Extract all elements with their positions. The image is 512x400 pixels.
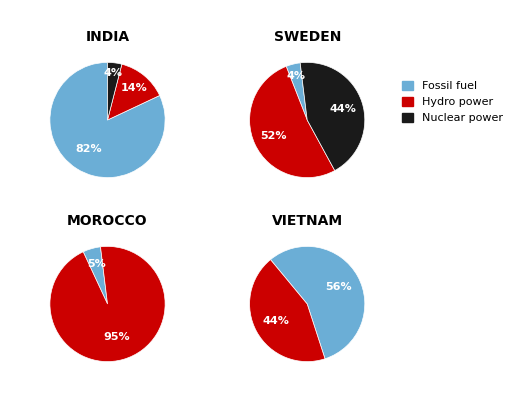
Text: 44%: 44% xyxy=(329,104,356,114)
Title: INDIA: INDIA xyxy=(86,30,130,44)
Text: 5%: 5% xyxy=(87,259,105,269)
Wedge shape xyxy=(50,246,165,362)
Text: 44%: 44% xyxy=(263,316,289,326)
Title: MOROCCO: MOROCCO xyxy=(67,214,148,228)
Wedge shape xyxy=(300,62,365,170)
Text: 52%: 52% xyxy=(260,131,287,141)
Wedge shape xyxy=(50,62,165,178)
Wedge shape xyxy=(250,260,325,362)
Text: 4%: 4% xyxy=(104,68,123,78)
Text: 82%: 82% xyxy=(76,144,102,154)
Title: VIETNAM: VIETNAM xyxy=(272,214,343,228)
Wedge shape xyxy=(83,247,108,304)
Wedge shape xyxy=(286,63,307,120)
Wedge shape xyxy=(108,64,160,120)
Wedge shape xyxy=(250,66,335,178)
Title: SWEDEN: SWEDEN xyxy=(273,30,341,44)
Text: 95%: 95% xyxy=(104,332,131,342)
Legend: Fossil fuel, Hydro power, Nuclear power: Fossil fuel, Hydro power, Nuclear power xyxy=(399,78,506,127)
Text: 56%: 56% xyxy=(325,282,352,292)
Text: 4%: 4% xyxy=(287,72,306,82)
Text: 14%: 14% xyxy=(121,83,147,93)
Wedge shape xyxy=(108,62,122,120)
Wedge shape xyxy=(270,246,365,359)
